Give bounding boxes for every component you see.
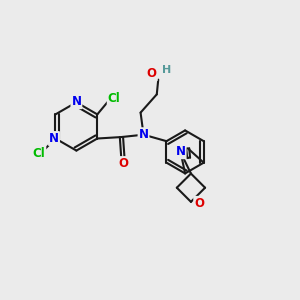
Text: N: N xyxy=(139,128,148,141)
Text: O: O xyxy=(147,67,157,80)
Text: N: N xyxy=(176,145,186,158)
Text: O: O xyxy=(194,197,204,210)
Text: H: H xyxy=(162,65,171,75)
Text: N: N xyxy=(71,95,81,108)
Text: O: O xyxy=(118,157,128,170)
Text: Cl: Cl xyxy=(33,147,45,160)
Text: Cl: Cl xyxy=(108,92,121,105)
Text: N: N xyxy=(49,132,59,145)
